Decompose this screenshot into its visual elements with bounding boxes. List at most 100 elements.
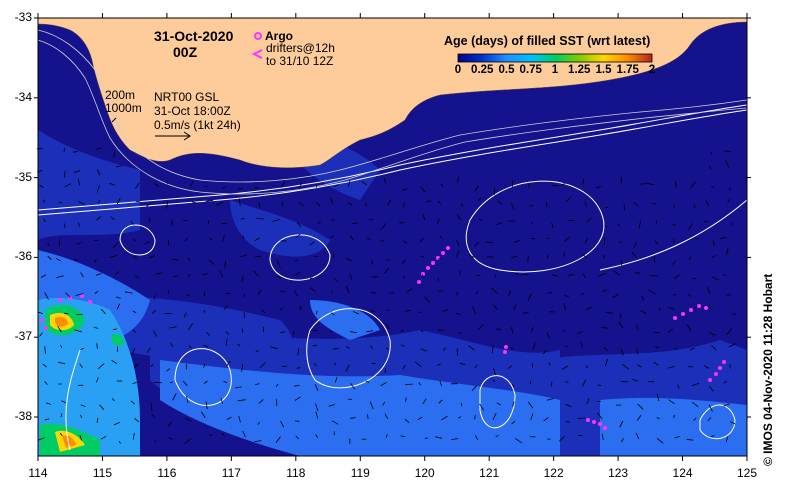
velocity-arrow — [511, 255, 518, 259]
velocity-arrow — [186, 395, 189, 403]
velocity-arrow — [513, 304, 517, 311]
velocity-arrow — [512, 383, 515, 388]
velocity-arrow — [667, 307, 675, 310]
velocity-arrow — [400, 344, 405, 347]
velocity-arrow — [334, 376, 338, 383]
velocity-arrow — [527, 255, 529, 263]
velocity-arrow — [183, 219, 189, 222]
velocity-arrow — [58, 361, 66, 365]
velocity-arrow — [280, 181, 286, 188]
velocity-arrow — [221, 432, 225, 437]
imos-credit: © IMOS 04-Nov-2020 11:28 Hobart — [761, 273, 775, 466]
velocity-arrow — [96, 147, 102, 150]
velocity-arrow — [711, 345, 717, 351]
velocity-arrow — [584, 238, 589, 244]
velocity-arrow — [80, 272, 84, 278]
time-label: 00Z — [173, 44, 198, 60]
velocity-arrow — [95, 273, 102, 276]
velocity-arrow — [561, 365, 569, 370]
velocity-arrow — [492, 345, 494, 354]
velocity-arrow — [730, 222, 733, 226]
velocity-arrow — [710, 435, 715, 438]
velocity-arrow — [239, 198, 241, 207]
velocity-arrow — [55, 257, 61, 262]
velocity-arrow — [64, 183, 72, 188]
velocity-arrow — [207, 220, 210, 225]
velocity-arrow — [330, 218, 335, 222]
velocity-arrow — [280, 421, 285, 428]
velocity-arrow — [242, 235, 244, 239]
velocity-arrow — [76, 242, 82, 245]
velocity-arrow — [547, 291, 553, 294]
velocity-arrow — [637, 403, 644, 410]
velocity-arrow — [370, 345, 373, 350]
colorbar-tick-label: 0.25 — [471, 64, 494, 76]
velocity-arrow — [724, 150, 732, 153]
velocity-arrow — [202, 273, 209, 275]
velocity-arrow — [206, 332, 211, 336]
velocity-arrow — [620, 348, 624, 356]
velocity-arrow — [690, 181, 697, 188]
velocity-arrow — [672, 293, 677, 296]
velocity-arrow — [39, 332, 43, 337]
velocity-arrow — [496, 221, 503, 226]
x-tick-label: 114 — [28, 466, 48, 480]
velocity-arrow — [366, 237, 371, 240]
velocity-arrow — [384, 178, 386, 184]
velocity-arrow — [551, 274, 559, 277]
velocity-arrow — [530, 221, 534, 225]
x-tick-label: 118 — [286, 466, 306, 480]
velocity-arrow — [113, 421, 120, 426]
velocity-arrow — [727, 198, 731, 203]
velocity-arrow — [39, 184, 44, 189]
velocity-arrow — [219, 270, 224, 278]
velocity-arrow — [57, 325, 62, 333]
colorbar-tick-label: 1.25 — [568, 64, 591, 76]
velocity-arrow — [100, 435, 107, 440]
velocity-arrow — [688, 294, 692, 297]
velocity-arrow — [385, 323, 390, 330]
velocity-arrow — [208, 434, 213, 436]
velocity-arrow — [402, 202, 405, 208]
velocity-arrow — [713, 240, 715, 247]
velocity-arrow — [171, 219, 173, 226]
velocity-arrow — [584, 201, 588, 208]
velocity-arrow — [618, 241, 623, 243]
velocity-arrow — [510, 327, 514, 334]
velocity-arrow — [564, 295, 569, 297]
velocity-arrow — [298, 201, 305, 207]
velocity-arrow — [457, 176, 459, 184]
velocity-arrow — [708, 331, 716, 336]
velocity-arrow — [332, 251, 335, 259]
velocity-arrow — [258, 202, 261, 208]
velocity-arrow — [225, 331, 230, 335]
velocity-arrow — [419, 237, 424, 243]
velocity-arrow — [109, 255, 117, 259]
colorbar — [457, 53, 653, 63]
velocity-arrow — [565, 421, 570, 423]
velocity-arrow — [439, 235, 443, 240]
velocity-arrow — [613, 270, 620, 276]
velocity-arrow — [493, 368, 496, 376]
velocity-arrow — [655, 220, 657, 225]
velocity-arrow — [330, 197, 334, 205]
velocity-arrow — [348, 202, 353, 206]
velocity-arrow — [384, 267, 390, 274]
velocity-arrow — [241, 364, 244, 372]
velocity-arrow — [294, 271, 301, 277]
velocity-arrow — [238, 416, 241, 423]
colorbar-tick-label: 1.75 — [616, 64, 639, 76]
velocity-arrow — [78, 201, 86, 206]
velocity-arrow — [455, 250, 460, 257]
velocity-arrow — [226, 416, 232, 420]
velocity-arrow — [667, 328, 673, 333]
velocity-arrow — [167, 421, 172, 428]
velocity-arrow — [94, 290, 99, 294]
velocity-arrow — [112, 242, 119, 249]
velocity-arrow — [237, 343, 241, 347]
velocity-arrow — [457, 416, 461, 419]
velocity-arrow — [254, 255, 262, 258]
velocity-arrow — [460, 402, 463, 407]
velocity-arrow — [203, 309, 206, 313]
velocity-arrow — [441, 415, 448, 421]
